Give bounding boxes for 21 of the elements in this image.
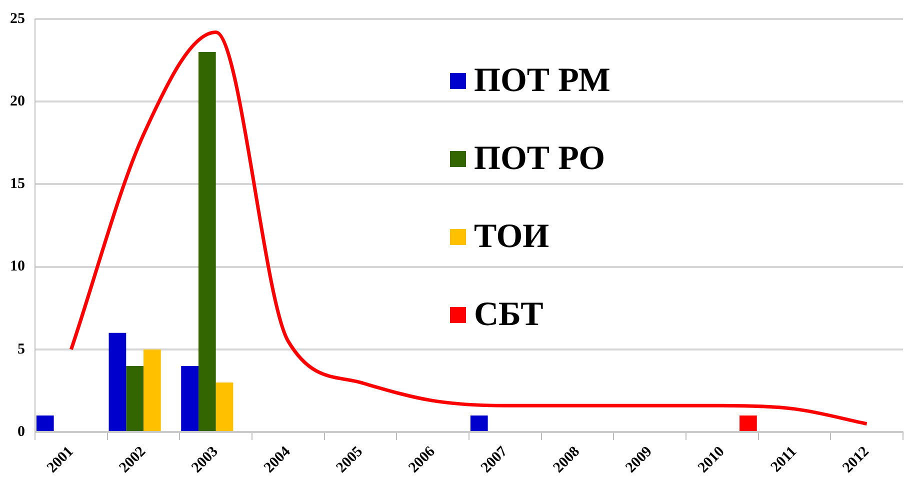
legend-label: ТОИ (474, 218, 550, 256)
bar (108, 332, 126, 432)
bar (198, 52, 216, 432)
bar (144, 349, 161, 432)
x-tick-label: 2011 (768, 444, 800, 476)
bar (36, 416, 54, 432)
legend-label: ПОТ РО (474, 140, 606, 178)
y-tick-label: 5 (18, 341, 25, 358)
y-tick-label: 10 (10, 258, 25, 275)
bar (126, 366, 144, 432)
y-tick-label: 20 (10, 93, 25, 110)
line-series (69, 30, 869, 426)
bar (740, 416, 757, 432)
y-tick-label: 25 (10, 10, 25, 27)
y-tick-label: 0 (18, 424, 25, 440)
y-tick-label: 15 (10, 176, 25, 192)
legend-label: ПОТ РМ (474, 62, 610, 100)
legend-label: СБТ (474, 296, 544, 334)
bar (181, 366, 198, 432)
bar (470, 416, 488, 432)
bar (216, 382, 234, 432)
